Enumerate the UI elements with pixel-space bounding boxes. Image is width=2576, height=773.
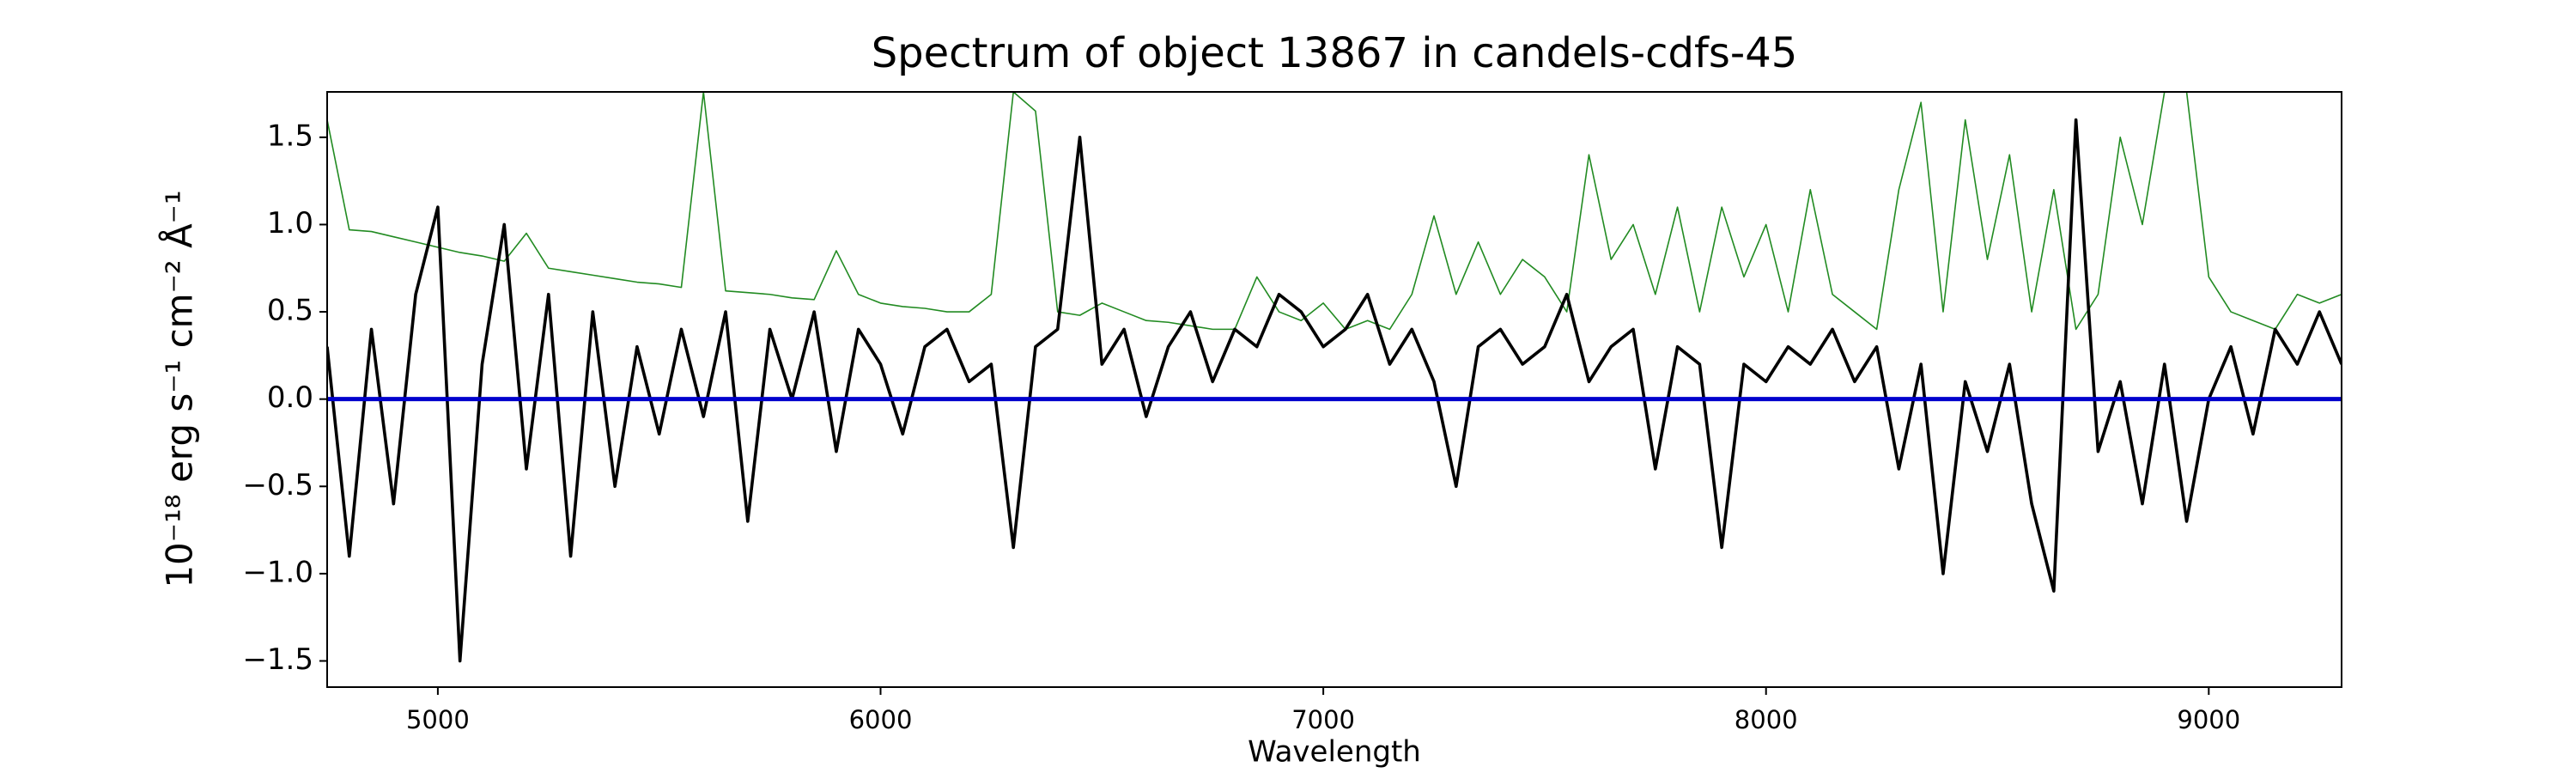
- y-tick-label: 1.0: [267, 206, 313, 240]
- x-axis-label: Wavelength: [1248, 735, 1421, 770]
- x-tick-label: 6000: [849, 705, 913, 734]
- y-tick-label: −1.5: [242, 642, 313, 677]
- x-tick-label: 9000: [2177, 705, 2240, 734]
- spectrum-line: [327, 92, 2342, 331]
- spectrum-line: [327, 118, 2342, 663]
- plot-frame: [326, 91, 2342, 688]
- y-tick-label: −0.5: [242, 468, 313, 502]
- y-tick-label: 0.0: [267, 380, 313, 415]
- y-axis-label: 10⁻¹⁸ erg s⁻¹ cm⁻² Å⁻¹: [158, 190, 201, 587]
- y-tick-label: 1.5: [267, 119, 313, 153]
- y-tick-label: −1.0: [242, 555, 313, 589]
- x-tick-label: 7000: [1291, 705, 1355, 734]
- x-tick-label: 8000: [1735, 705, 1798, 734]
- y-tick-label: 0.5: [267, 294, 313, 328]
- x-tick-label: 5000: [406, 705, 470, 734]
- chart-title: Spectrum of object 13867 in candels-cdfs…: [872, 29, 1798, 77]
